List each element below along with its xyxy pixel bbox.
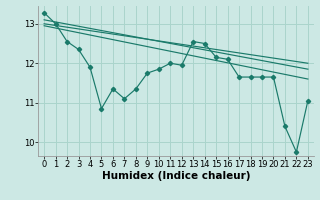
X-axis label: Humidex (Indice chaleur): Humidex (Indice chaleur) [102,171,250,181]
